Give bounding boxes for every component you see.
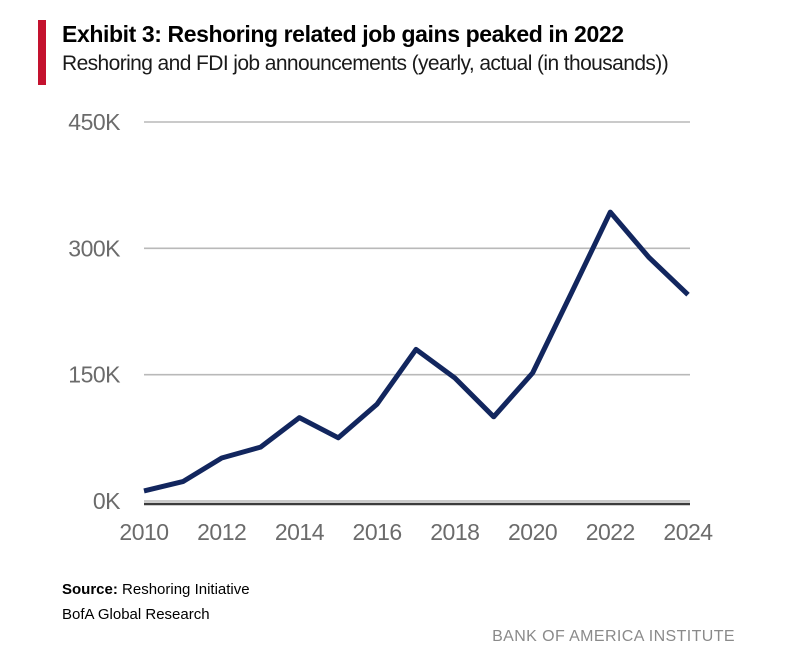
source-line2: BofA Global Research (62, 606, 210, 623)
x-tick-label-2020: 2020 (508, 519, 557, 545)
x-tick-label-2010: 2010 (119, 519, 168, 545)
data-series-line (143, 209, 690, 494)
exhibit-title: Exhibit 3: Reshoring related job gains p… (62, 21, 624, 47)
y-tick-label-450K: 450K (68, 109, 121, 135)
x-tick-label-2022: 2022 (586, 519, 635, 545)
source-line: Source: Reshoring Initiative (62, 577, 250, 602)
brand-text: BANK OF AMERICA INSTITUTE (492, 628, 735, 645)
x-tick-label-2016: 2016 (353, 519, 402, 545)
y-tick-label-0K: 0K (93, 488, 121, 514)
source-text: Reshoring Initiative (117, 581, 250, 598)
source-label: Source: (62, 581, 118, 598)
red-accent-bar (38, 20, 46, 85)
exhibit-header: Exhibit 3: Reshoring related job gains p… (38, 20, 768, 85)
source-block: Source: Reshoring Initiative BofA Global… (62, 577, 250, 627)
y-tick-label-300K: 300K (68, 235, 121, 261)
exhibit-subtitle: Reshoring and FDI job announcements (yea… (62, 51, 669, 75)
x-tick-label-2018: 2018 (430, 519, 479, 545)
x-tick-label-2012: 2012 (197, 519, 246, 545)
x-tick-label-2024: 2024 (663, 519, 713, 545)
x-tick-label-2014: 2014 (275, 519, 325, 545)
y-tick-label-150K: 150K (68, 362, 121, 388)
